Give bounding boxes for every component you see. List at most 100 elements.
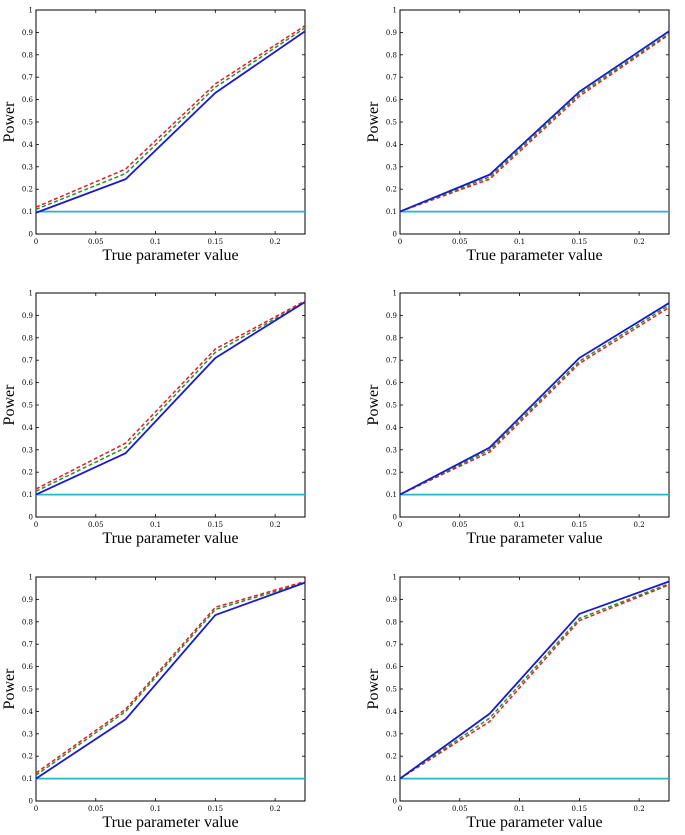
y-tick-label: 0.6: [386, 96, 398, 104]
x-tick-label: 0.2: [270, 521, 281, 529]
solid-series-line: [35, 30, 306, 214]
y-tick-label: 0.9: [22, 596, 33, 604]
x-tick-label: 0.05: [452, 805, 468, 813]
x-tick-label: 0: [398, 238, 402, 246]
x-tick-label: 0.15: [572, 521, 588, 529]
y-tick-label: 0.8: [22, 618, 33, 626]
x-tick-label: 0.15: [572, 238, 588, 246]
x-tick-label: 0.1: [514, 805, 525, 813]
red-dashed-series-line: [399, 584, 670, 780]
y-tick-label: 0.7: [22, 74, 33, 82]
green-dashed-series-line: [35, 27, 306, 211]
x-tick-label: 0.05: [452, 521, 468, 529]
y-tick-label: 0.5: [22, 402, 33, 410]
red-dashed-series-line: [399, 34, 670, 213]
plot-frame: [35, 576, 306, 802]
x-tick-label: 0.1: [150, 521, 161, 529]
y-tick-label: 0.3: [386, 163, 397, 171]
plot-frame: [399, 576, 670, 802]
y-tick-label: 0.7: [386, 357, 397, 365]
y-tick-label: 0.8: [22, 334, 33, 342]
y-tick-label: 0.8: [386, 51, 397, 59]
y-tick-label: 0.4: [22, 141, 34, 149]
y-tick-label: 0.4: [386, 708, 398, 716]
y-axis-label: Power: [1, 668, 18, 710]
y-tick-label: 0.1: [22, 208, 33, 216]
y-tick-label: 0.3: [386, 446, 397, 454]
chart-panel-5: 0 0.1 0.2 0.3 0.4 0.5 0.6 0.7 0.8 0.9 1 0 0.05 0.1 0.1…: [1, 574, 306, 831]
x-axis-label: True parameter value: [466, 247, 602, 264]
y-tick-label: 0.9: [386, 312, 397, 320]
y-tick-label: 1: [29, 7, 33, 15]
y-tick-label: 0.4: [386, 424, 398, 432]
y-tick-label: 0.6: [386, 379, 398, 387]
y-tick-label: 0.2: [22, 753, 33, 761]
x-tick-label: 0.2: [270, 238, 281, 246]
y-tick-label: 0: [393, 798, 397, 806]
y-tick-label: 0.3: [22, 446, 33, 454]
x-tick-label: 0.15: [208, 521, 224, 529]
chart-panel-6: 0 0.1 0.2 0.3 0.4 0.5 0.6 0.7 0.8 0.9 1 0 0.05 0.1 0.1…: [365, 574, 670, 831]
y-tick-label: 0.2: [22, 186, 33, 194]
y-tick-label: 0.2: [386, 186, 397, 194]
green-dashed-series-line: [399, 304, 670, 496]
green-dashed-series-line: [399, 32, 670, 213]
x-tick-label: 0.1: [514, 238, 525, 246]
x-tick-label: 0.05: [88, 805, 104, 813]
x-tick-label: 0.15: [208, 238, 224, 246]
y-tick-label: 0.7: [386, 641, 397, 649]
y-axis-label: Power: [365, 101, 382, 143]
y-tick-label: 0.2: [22, 469, 33, 477]
chart-panel-3: 0 0.1 0.2 0.3 0.4 0.5 0.6 0.7 0.8 0.9 1 0 0.05 0.1 0.1…: [1, 290, 306, 547]
x-tick-label: 0: [34, 805, 38, 813]
x-tick-label: 0.05: [88, 238, 104, 246]
x-tick-label: 0.1: [514, 521, 525, 529]
y-tick-label: 0.4: [386, 141, 398, 149]
solid-series-line: [399, 302, 670, 496]
y-tick-label: 0.5: [22, 686, 33, 694]
y-tick-label: 0.7: [386, 74, 397, 82]
y-tick-label: 0.1: [22, 775, 33, 783]
y-tick-label: 0.8: [386, 334, 397, 342]
y-tick-label: 0: [393, 231, 397, 239]
solid-series-line: [399, 580, 670, 780]
y-tick-label: 0.8: [386, 618, 397, 626]
y-tick-label: 0.7: [22, 357, 33, 365]
x-tick-label: 0.15: [208, 805, 224, 813]
x-tick-label: 0.1: [150, 805, 161, 813]
green-dashed-series-line: [35, 581, 306, 776]
y-tick-label: 0.9: [386, 596, 397, 604]
chart-panel-4: 0 0.1 0.2 0.3 0.4 0.5 0.6 0.7 0.8 0.9 1 0 0.05 0.1 0.1…: [365, 290, 670, 547]
x-tick-label: 0: [398, 521, 402, 529]
y-axis-label: Power: [365, 384, 382, 426]
x-tick-label: 0.15: [572, 805, 588, 813]
red-dashed-series-line: [35, 300, 306, 490]
chart-panel-1: 0 0.1 0.2 0.3 0.4 0.5 0.6 0.7 0.8 0.9 1 0 0.05 0.1 0.1…: [1, 7, 306, 264]
x-axis-label: True parameter value: [102, 247, 238, 264]
y-tick-label: 0.1: [386, 491, 397, 499]
y-tick-label: 0: [29, 514, 33, 522]
x-tick-label: 0: [34, 238, 38, 246]
y-tick-label: 1: [393, 574, 397, 582]
y-tick-label: 0.6: [22, 379, 34, 387]
solid-series-line: [35, 581, 306, 780]
y-tick-label: 0.2: [386, 753, 397, 761]
x-tick-label: 0.2: [634, 521, 645, 529]
x-tick-label: 0: [34, 521, 38, 529]
y-tick-label: 0.3: [22, 163, 33, 171]
y-tick-label: 0.5: [22, 119, 33, 127]
x-tick-label: 0: [398, 805, 402, 813]
y-tick-label: 0.5: [386, 686, 397, 694]
y-tick-label: 1: [393, 7, 397, 15]
x-tick-label: 0.1: [150, 238, 161, 246]
y-tick-label: 1: [29, 290, 33, 298]
red-dashed-series-line: [35, 25, 306, 208]
y-tick-label: 0: [393, 514, 397, 522]
green-dashed-series-line: [399, 583, 670, 780]
x-tick-label: 0.2: [634, 238, 645, 246]
red-dashed-series-line: [35, 580, 306, 774]
y-tick-label: 0.4: [22, 708, 34, 716]
y-axis-label: Power: [1, 384, 18, 426]
y-tick-label: 0.1: [386, 775, 397, 783]
